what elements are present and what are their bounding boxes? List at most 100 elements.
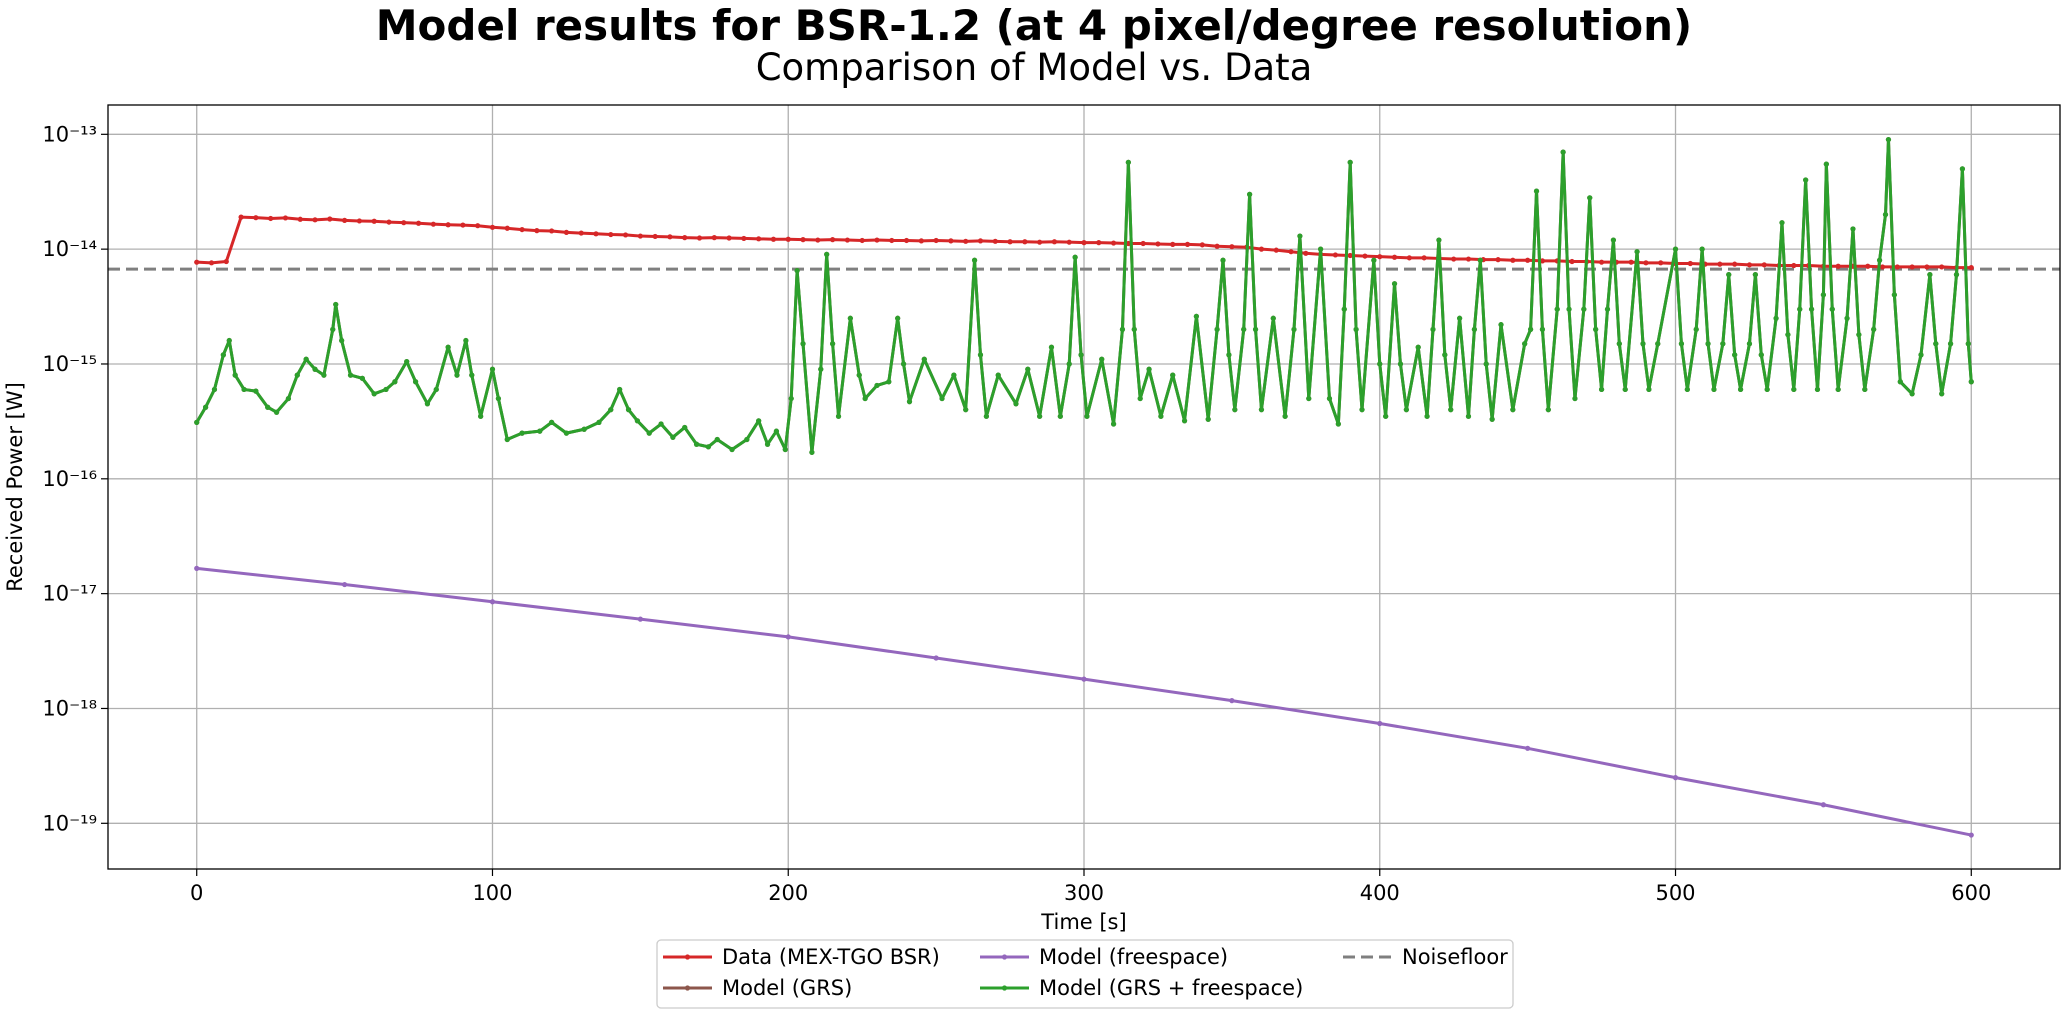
data-point: [220, 352, 226, 358]
data-point: [194, 419, 200, 425]
data-point: [1066, 361, 1072, 367]
data-point: [634, 418, 641, 424]
data-point: [1909, 264, 1915, 270]
data-point: [208, 260, 215, 266]
legend-label: Model (GRS): [722, 976, 852, 1000]
data-point: [782, 446, 788, 453]
legend-label: Noisefloor: [1402, 945, 1508, 969]
data-point: [1939, 264, 1945, 270]
data-point: [1353, 326, 1359, 333]
data-point: [1465, 256, 1472, 262]
data-point: [1258, 246, 1265, 252]
legend-marker: [1001, 954, 1008, 960]
data-point: [770, 236, 777, 242]
data-point: [412, 379, 419, 385]
data-point: [519, 430, 525, 436]
legend-box: [656, 939, 1514, 1009]
data-point: [1791, 262, 1797, 269]
data-point: [1933, 341, 1939, 347]
data-point: [951, 372, 957, 378]
data-point: [342, 217, 348, 223]
data-point: [906, 399, 913, 405]
y-tick-label: 10⁻¹⁹: [42, 811, 97, 835]
data-point: [830, 237, 836, 243]
legend-marker: [684, 954, 691, 960]
data-point: [729, 446, 735, 453]
data-point: [1391, 254, 1398, 260]
data-point: [1051, 239, 1058, 245]
data-point: [1140, 240, 1146, 247]
data-point: [1965, 341, 1971, 347]
data-point: [1465, 413, 1472, 419]
data-point: [608, 231, 614, 238]
data-point: [1081, 240, 1087, 246]
data-point: [1415, 344, 1421, 350]
data-point: [1110, 421, 1117, 427]
data-point: [785, 236, 791, 242]
data-point: [478, 413, 484, 419]
data-point: [1347, 159, 1353, 165]
data-point: [1829, 306, 1835, 312]
data-point: [1137, 395, 1143, 402]
data-point: [1341, 306, 1347, 312]
data-point: [1258, 407, 1265, 413]
data-point: [1483, 361, 1489, 367]
data-point: [563, 229, 570, 235]
data-point: [995, 372, 1001, 378]
data-point: [1383, 413, 1389, 419]
data-point: [859, 237, 865, 244]
data-point: [404, 358, 410, 365]
data-point: [537, 428, 543, 434]
data-point: [1918, 352, 1924, 358]
data-point: [268, 215, 274, 222]
data-point: [1371, 257, 1377, 263]
data-point: [392, 379, 398, 385]
data-point: [1377, 720, 1383, 727]
data-point: [223, 258, 229, 265]
plot-area: 0 100 200 300 400 500 600 10⁻¹⁹ 10⁻¹⁸ 10⁻¹⁷ 10⁻¹⁶ 1…: [42, 104, 2061, 905]
data-point: [1835, 386, 1841, 393]
data-point: [1610, 237, 1617, 243]
data-point: [1779, 220, 1785, 226]
data-point: [741, 235, 747, 242]
data-point: [1791, 386, 1797, 393]
data-point: [1229, 244, 1235, 250]
data-point: [1865, 263, 1871, 269]
data-point: [1927, 272, 1933, 278]
data-point: [1539, 326, 1546, 333]
data-point: [1560, 149, 1566, 155]
data-point: [983, 413, 990, 419]
data-point: [359, 375, 365, 381]
data-point: [992, 238, 998, 244]
data-point: [415, 220, 422, 226]
data-point: [1726, 272, 1732, 278]
data-point: [1146, 366, 1152, 372]
data-point: [844, 237, 850, 243]
data-point: [1655, 341, 1661, 347]
data-point: [903, 237, 910, 244]
data-point: [504, 436, 510, 443]
data-point: [1897, 379, 1903, 385]
x-tick-label: 100: [472, 881, 512, 905]
data-point: [1593, 326, 1599, 333]
x-axis-label: Time [s]: [1040, 910, 1126, 934]
data-point: [818, 366, 824, 372]
data-point: [563, 430, 570, 436]
data-point: [1684, 386, 1690, 393]
data-point: [1803, 177, 1809, 183]
data-point: [1545, 407, 1551, 413]
data-point: [682, 424, 688, 431]
data-point: [333, 301, 339, 308]
data-point: [1057, 413, 1063, 419]
data-point: [330, 326, 336, 333]
data-point: [1158, 413, 1164, 419]
data-point: [327, 216, 333, 222]
y-axis-label: Received Power [W]: [3, 382, 27, 592]
data-point: [794, 268, 800, 274]
data-point: [1170, 372, 1176, 378]
data-point: [622, 232, 629, 238]
data-point: [856, 372, 862, 378]
data-point: [1297, 233, 1303, 239]
data-point: [1732, 261, 1738, 267]
